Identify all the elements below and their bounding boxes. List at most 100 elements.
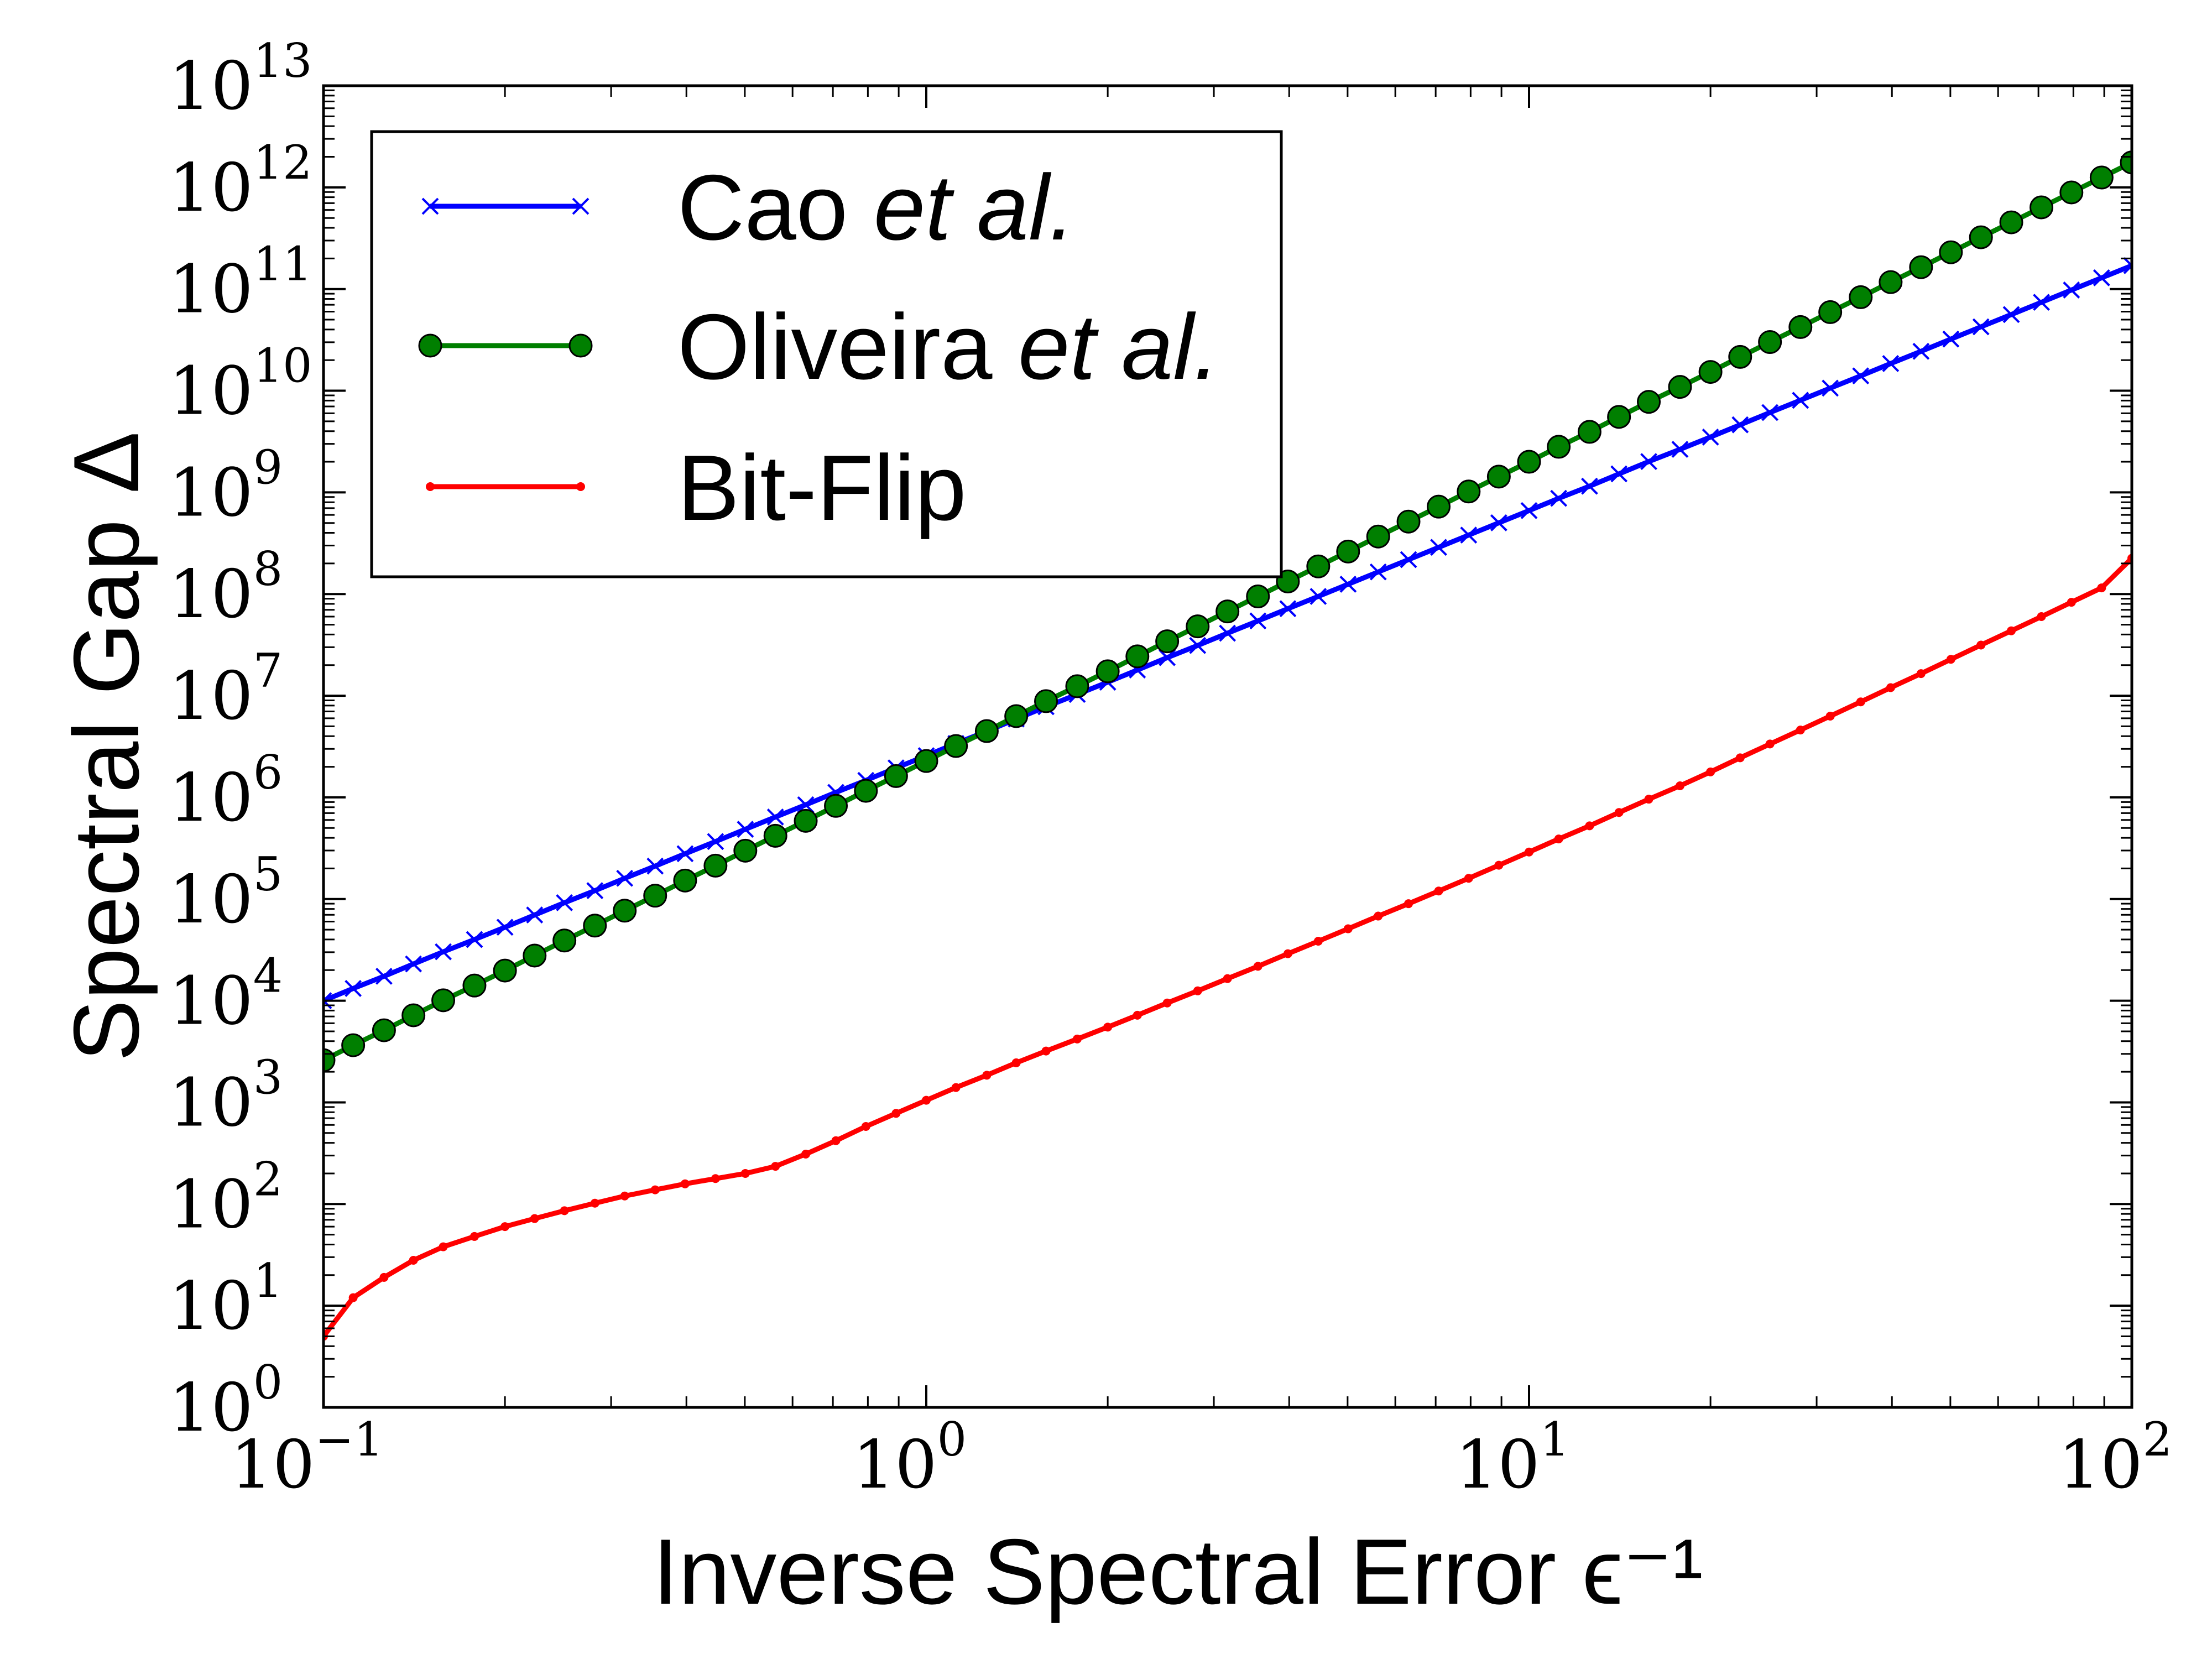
data-point <box>1554 834 1563 844</box>
data-point <box>1792 392 1809 409</box>
data-point <box>944 734 968 758</box>
data-point <box>1103 1022 1113 1032</box>
data-point <box>1339 575 1357 593</box>
data-point <box>1219 624 1237 642</box>
data-point <box>2093 269 2110 286</box>
legend-label-text: Oliveira <box>677 295 1018 399</box>
data-point <box>1520 502 1538 519</box>
data-point <box>523 943 547 968</box>
y-tick-label: 105 <box>169 847 283 938</box>
legend-label: Oliveira et al. <box>677 295 1219 399</box>
data-point <box>469 1232 479 1241</box>
data-point <box>824 794 848 818</box>
data-point <box>2059 180 2084 205</box>
data-point <box>1517 450 1541 474</box>
x-tick-label-base: 10 <box>1455 1427 1540 1504</box>
data-point <box>1942 330 1960 348</box>
data-point <box>1765 739 1775 749</box>
data-point <box>1852 367 1870 385</box>
legend: Cao et al. Oliveira et al. Bit-Flip <box>370 130 1283 578</box>
data-point <box>974 719 999 743</box>
data-point <box>1215 599 1240 624</box>
data-point <box>707 833 724 851</box>
legend-marker-end <box>572 197 589 215</box>
data-point <box>1366 524 1390 549</box>
y-tick-label-base: 10 <box>169 1268 253 1345</box>
data-point <box>1490 514 1507 531</box>
data-point <box>1310 588 1327 605</box>
legend-marker-start <box>421 197 439 215</box>
data-point <box>2007 626 2016 635</box>
data-point <box>1246 584 1270 608</box>
data-point <box>1637 390 1661 414</box>
legend-entry: Bit-Flip <box>426 436 967 540</box>
y-tick-label-base: 10 <box>169 963 253 1040</box>
data-point <box>1706 767 1715 776</box>
data-point <box>1668 375 1692 399</box>
y-tick-label-exponent: 5 <box>253 847 283 901</box>
data-point <box>1133 1010 1142 1020</box>
data-point <box>1728 345 1752 369</box>
data-point <box>379 1272 389 1282</box>
y-tick-label-exponent: 7 <box>253 644 283 698</box>
legend-marker-start <box>418 333 442 358</box>
data-point <box>616 869 634 887</box>
data-point <box>1702 428 1719 446</box>
data-point <box>794 808 818 833</box>
data-point <box>1640 453 1657 471</box>
y-tick-label: 1011 <box>169 237 312 328</box>
data-point <box>1879 270 1903 294</box>
data-point <box>1306 554 1331 578</box>
y-tick-label-exponent: 4 <box>253 949 283 1003</box>
data-point <box>375 967 393 985</box>
data-point <box>1969 225 1993 249</box>
data-point <box>1825 711 1835 721</box>
x-tick-label-base: 10 <box>231 1427 315 1504</box>
data-point <box>680 1179 690 1188</box>
y-tick-label-base: 10 <box>169 48 253 125</box>
data-point <box>405 955 422 973</box>
data-point <box>526 906 544 924</box>
x-tick-label: 101 <box>1455 1412 1569 1504</box>
legend-label: Cao et al. <box>677 155 1075 259</box>
y-tick-label-base: 10 <box>169 658 253 735</box>
data-point <box>583 914 607 938</box>
data-point <box>643 884 667 908</box>
legend-marker-start <box>426 482 435 491</box>
data-point <box>530 1214 539 1223</box>
data-point <box>733 838 758 863</box>
y-tick-label: 106 <box>169 745 283 837</box>
y-tick-label: 104 <box>169 949 283 1040</box>
data-point <box>1550 489 1568 507</box>
data-point <box>1343 924 1353 933</box>
data-point <box>1585 821 1594 831</box>
data-point <box>2097 583 2106 593</box>
data-point <box>1909 255 1933 279</box>
data-point <box>620 1191 629 1201</box>
data-point <box>1396 509 1421 534</box>
data-point <box>1189 637 1207 654</box>
data-point <box>1400 551 1417 568</box>
data-point <box>1731 416 1749 434</box>
data-point <box>1253 962 1262 971</box>
y-tick-label: 107 <box>169 644 283 735</box>
y-tick-label-base: 10 <box>169 455 253 531</box>
data-point <box>552 928 577 953</box>
y-tick-label-base: 10 <box>169 1065 253 1141</box>
data-point <box>1758 330 1782 354</box>
data-point <box>2089 165 2114 190</box>
data-point <box>1999 210 2023 234</box>
y-tick-label-exponent: 11 <box>253 237 312 291</box>
y-tick-label-base: 10 <box>169 760 253 837</box>
data-point <box>1547 435 1571 459</box>
data-point <box>372 1018 396 1042</box>
y-tick-label-exponent: 12 <box>253 135 312 190</box>
x-tick-label: 10−1 <box>231 1412 384 1504</box>
data-point <box>1946 655 1955 664</box>
data-point <box>891 1109 901 1118</box>
y-tick-label-base: 10 <box>169 862 253 938</box>
y-tick-label: 109 <box>169 440 283 531</box>
data-point <box>1818 300 1843 324</box>
series-layer <box>324 150 2132 1341</box>
x-tick-label: 100 <box>853 1412 967 1504</box>
